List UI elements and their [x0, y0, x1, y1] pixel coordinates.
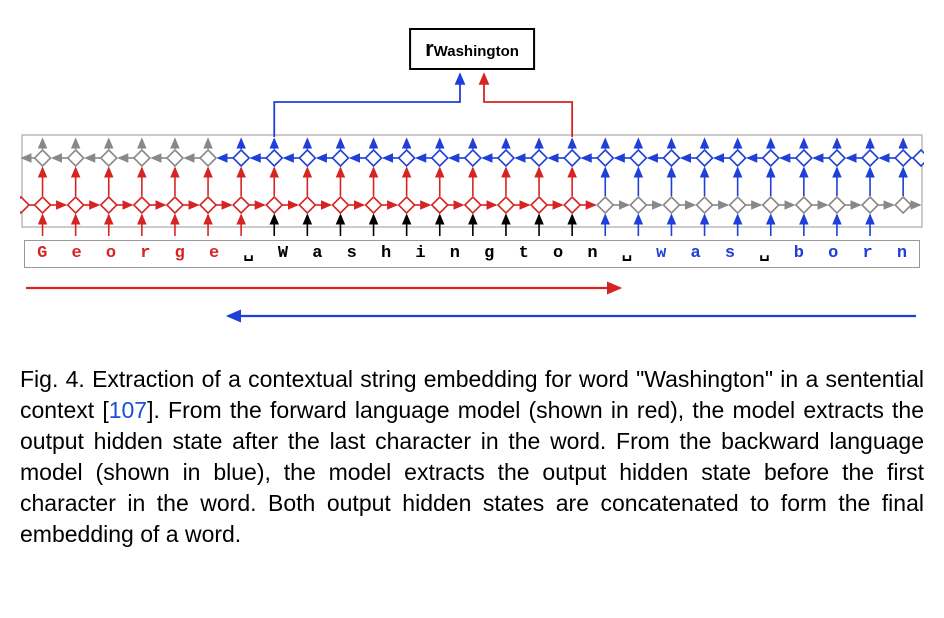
char-cell: g: [163, 241, 197, 267]
char-cell: t: [506, 241, 540, 267]
char-cell: o: [816, 241, 850, 267]
char-cell: o: [94, 241, 128, 267]
char-cell: h: [369, 241, 403, 267]
char-cell: n: [575, 241, 609, 267]
char-cell: r: [128, 241, 162, 267]
char-cell: ␣: [610, 241, 644, 267]
char-cell: e: [59, 241, 93, 267]
char-cell: i: [403, 241, 437, 267]
figure-caption: Fig. 4. Extraction of a contextual strin…: [20, 364, 924, 550]
caption-suffix: ]. From the forward language model (show…: [20, 397, 924, 547]
char-cell: w: [644, 241, 678, 267]
char-cell: e: [197, 241, 231, 267]
char-cell: o: [541, 241, 575, 267]
embedding-diagram: rWashington George␣Washington␣was␣born: [20, 20, 924, 340]
char-cell: b: [782, 241, 816, 267]
char-cell: g: [472, 241, 506, 267]
char-cell: a: [300, 241, 334, 267]
citation-link: 107: [109, 397, 147, 423]
rnn-svg: [20, 20, 924, 340]
char-cell: G: [25, 241, 59, 267]
char-cell: s: [335, 241, 369, 267]
char-cell: r: [850, 241, 884, 267]
char-cell: n: [438, 241, 472, 267]
char-cell: W: [266, 241, 300, 267]
char-cell: ␣: [747, 241, 781, 267]
char-cell: a: [678, 241, 712, 267]
character-row: George␣Washington␣was␣born: [24, 240, 920, 268]
char-cell: n: [885, 241, 919, 267]
char-cell: ␣: [231, 241, 265, 267]
char-cell: s: [713, 241, 747, 267]
